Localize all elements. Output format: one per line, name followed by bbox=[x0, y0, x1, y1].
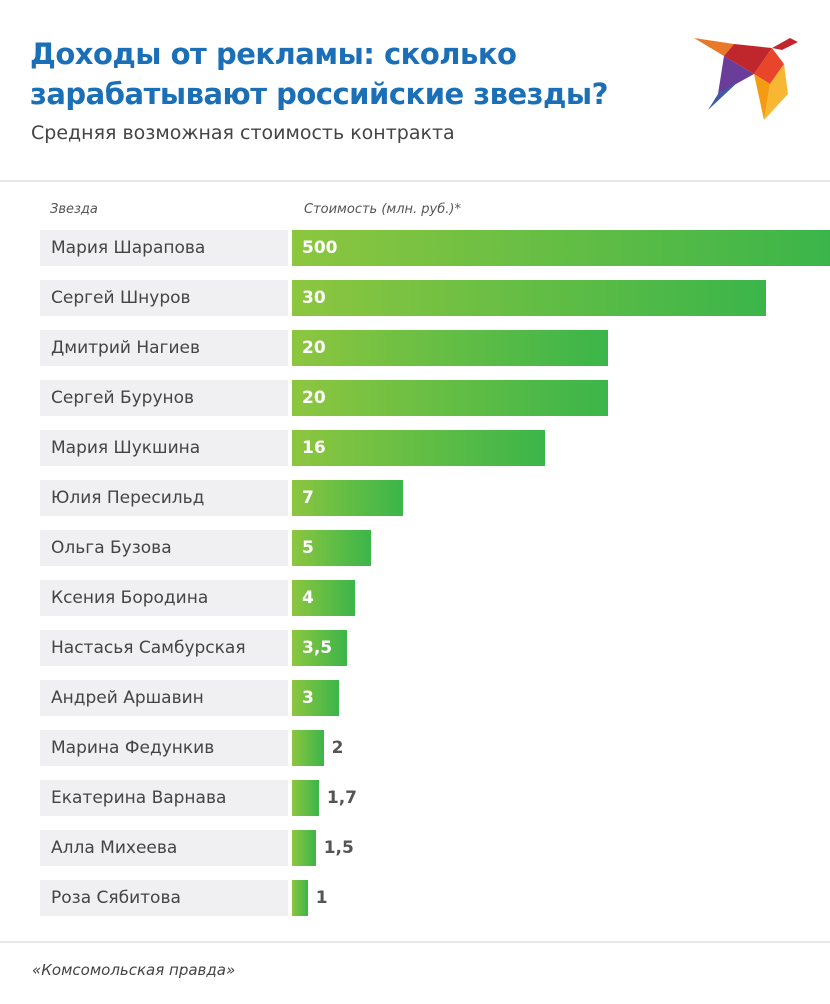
chart-row: Сергей Шнуров 30 bbox=[40, 280, 830, 316]
category-label: Роза Сябитова bbox=[40, 880, 288, 916]
bar bbox=[292, 730, 324, 766]
value-label: 2 bbox=[331, 738, 344, 758]
page-title: Доходы от рекламы: сколько зарабатывают … bbox=[30, 37, 608, 111]
chart-row: Дмитрий Нагиев 20 bbox=[40, 330, 830, 366]
bar bbox=[292, 580, 356, 616]
bird-logo-icon bbox=[694, 38, 798, 120]
value-label: 20 bbox=[302, 388, 326, 408]
category-label: Екатерина Варнава bbox=[40, 780, 288, 816]
category-label: Марина Федункив bbox=[40, 730, 288, 766]
chart-row: Андрей Аршавин 3 bbox=[40, 680, 830, 716]
value-label: 4 bbox=[302, 588, 314, 608]
page-subtitle: Средняя возможная стоимость контракта bbox=[31, 122, 455, 144]
chart-row: Алла Михеева 1,5 bbox=[40, 830, 830, 866]
value-label: 500 bbox=[302, 238, 338, 258]
category-label: Ксения Бородина bbox=[40, 580, 288, 616]
category-label: Настасья Самбурская bbox=[40, 630, 288, 666]
category-label: Дмитрий Нагиев bbox=[40, 330, 288, 366]
category-label: Сергей Шнуров bbox=[40, 280, 288, 316]
category-label: Андрей Аршавин bbox=[40, 680, 288, 716]
divider bbox=[0, 180, 830, 182]
value-label: 7 bbox=[302, 488, 314, 508]
chart-row: Ксения Бородина 4 bbox=[40, 580, 830, 616]
bar bbox=[292, 480, 403, 516]
value-label: 16 bbox=[302, 438, 326, 458]
source-credit: «Комсомольская правда» bbox=[32, 961, 236, 979]
category-label: Мария Шарапова bbox=[40, 230, 288, 266]
chart-row: Ольга Бузова 5 bbox=[40, 530, 830, 566]
bar bbox=[292, 880, 308, 916]
category-header: Звезда bbox=[50, 202, 98, 217]
value-label: 30 bbox=[302, 288, 326, 308]
chart-row: Марина Федункив 2 bbox=[40, 730, 830, 766]
bar bbox=[292, 630, 348, 666]
value-label: 1,7 bbox=[326, 788, 357, 808]
bar bbox=[292, 430, 545, 466]
chart-row: Сергей Бурунов 20 bbox=[40, 380, 830, 416]
bar bbox=[292, 780, 319, 816]
category-label: Юлия Пересильд bbox=[40, 480, 288, 516]
bar bbox=[292, 330, 608, 366]
bar bbox=[292, 280, 766, 316]
chart-row: Екатерина Варнава 1,7 bbox=[40, 780, 830, 816]
chart-row: Юлия Пересильд 7 bbox=[40, 480, 830, 516]
category-label: Сергей Бурунов bbox=[40, 380, 288, 416]
bar bbox=[292, 830, 316, 866]
value-label: 20 bbox=[302, 338, 326, 358]
bar bbox=[292, 230, 830, 266]
value-header: Стоимость (млн. руб.)* bbox=[304, 202, 461, 217]
category-label: Ольга Бузова bbox=[40, 530, 288, 566]
value-label: 5 bbox=[302, 538, 314, 558]
value-label: 1,5 bbox=[323, 838, 354, 858]
bar bbox=[292, 530, 371, 566]
bar bbox=[292, 680, 340, 716]
category-label: Мария Шукшина bbox=[40, 430, 288, 466]
value-label: 3,5 bbox=[302, 638, 333, 658]
value-label: 1 bbox=[315, 888, 328, 908]
divider bbox=[0, 941, 830, 943]
chart-row: Роза Сябитова 1 bbox=[40, 880, 830, 916]
chart-row: Мария Шукшина 16 bbox=[40, 430, 830, 466]
category-label: Алла Михеева bbox=[40, 830, 288, 866]
value-label: 3 bbox=[302, 688, 314, 708]
chart-row: Настасья Самбурская 3,5 bbox=[40, 630, 830, 666]
bar bbox=[292, 380, 608, 416]
chart-row: Мария Шарапова 500 bbox=[40, 230, 830, 266]
